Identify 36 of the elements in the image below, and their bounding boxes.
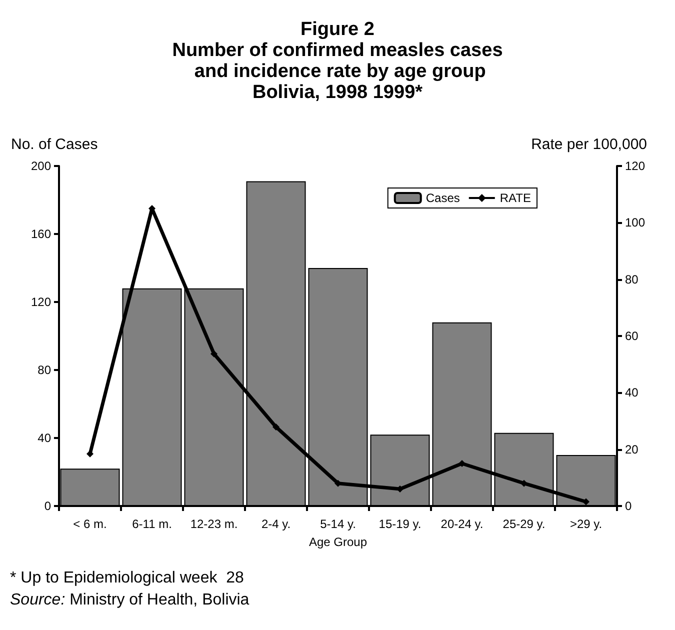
point bbox=[582, 498, 590, 506]
point bbox=[520, 480, 528, 487]
x-tick-label: 6-11 m. bbox=[132, 517, 172, 531]
point bbox=[272, 423, 280, 430]
x-tick-label: < 6 m. bbox=[73, 517, 107, 531]
y2-tick-label: 80 bbox=[625, 272, 639, 286]
x-tick-label: 5-14 y. bbox=[320, 517, 356, 531]
legend-label: RATE bbox=[500, 191, 532, 205]
x-axis-title: Age Group bbox=[308, 535, 368, 549]
x-tick-label: 20-24 y. bbox=[440, 517, 484, 531]
point bbox=[458, 460, 466, 467]
y2-axis-title: Rate per 100,000 bbox=[531, 136, 647, 153]
y2-tick-label: 120 bbox=[625, 159, 646, 173]
x-tick-label: 15-19 y. bbox=[378, 517, 422, 531]
y2-tick-label: 100 bbox=[625, 216, 646, 230]
x-tick-label: 25-29 y. bbox=[502, 517, 546, 531]
x-tick-label: >29 y. bbox=[570, 517, 602, 531]
point bbox=[86, 450, 94, 458]
y-tick-label: 200 bbox=[30, 159, 52, 173]
chart-title: Figure 2 Number of confirmed measles cases and incidence rate by age group Bolivia, 1998 1999* bbox=[172, 19, 503, 103]
x-tick-label: 12-23 m. bbox=[190, 517, 238, 531]
y2-tick-label: 60 bbox=[625, 329, 639, 343]
y-tick-label: 160 bbox=[30, 227, 52, 241]
y-axis-title: No. of Cases bbox=[11, 136, 98, 153]
text: * Up to Epidemiological week 28 bbox=[10, 570, 244, 586]
y-tick-label: 120 bbox=[30, 295, 52, 309]
source-note: Source: Ministry of Health, Bolivia bbox=[10, 592, 250, 608]
y-tick-label: 80 bbox=[38, 363, 52, 377]
x-tick-label: 2-4 y. bbox=[261, 517, 291, 531]
y2-tick-label: 40 bbox=[625, 386, 639, 400]
y-tick-label: 40 bbox=[38, 431, 52, 445]
y2-tick-label: 0 bbox=[625, 499, 632, 513]
y-tick-label: 0 bbox=[44, 499, 52, 513]
legend-label: Cases bbox=[426, 191, 460, 205]
y2-tick-label: 20 bbox=[625, 442, 639, 456]
point bbox=[210, 350, 218, 358]
